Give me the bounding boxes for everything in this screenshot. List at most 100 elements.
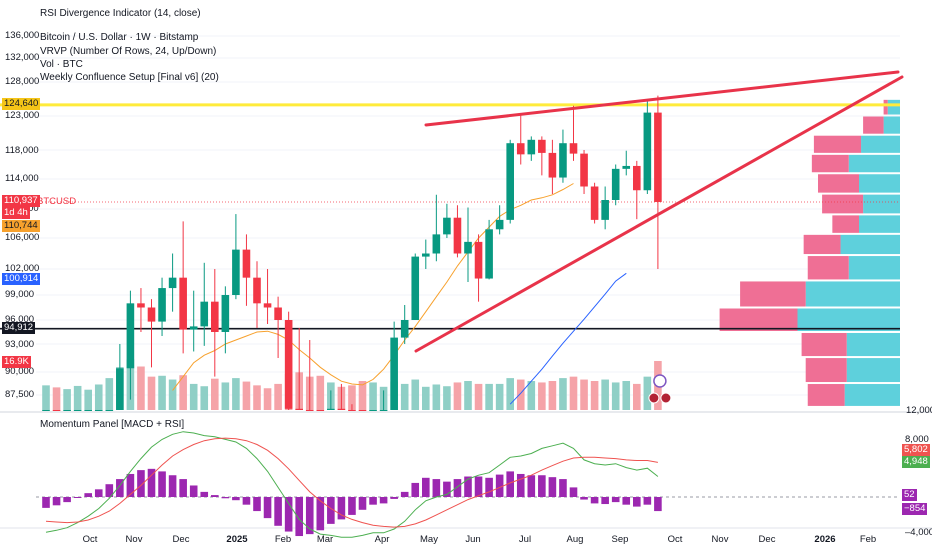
vp-row-down <box>740 281 806 307</box>
volume-bar <box>253 385 261 410</box>
volume-bar <box>221 382 230 410</box>
candle-body <box>126 303 135 369</box>
vp-row-up <box>863 194 900 214</box>
vp-row-down <box>811 154 849 173</box>
macd-histogram-bar <box>52 497 61 506</box>
candle-body <box>137 303 145 308</box>
macd-histogram-bar <box>327 497 335 524</box>
vp-row-down <box>832 215 859 233</box>
confluence-legend[interactable]: Weekly Confluence Setup [Final v6] (20) <box>40 72 219 83</box>
time-label: 2026 <box>814 534 836 545</box>
candle-body <box>485 229 493 279</box>
volume-bar <box>348 385 356 410</box>
volume-bar <box>411 379 420 410</box>
macd-value-tag: 4,948 <box>902 456 930 468</box>
macd-histogram-bar <box>63 497 71 503</box>
ma-value-tag: 110,744 <box>2 220 40 232</box>
candle-body <box>601 200 609 220</box>
macd-histogram-bar <box>453 479 462 497</box>
volume-bar <box>422 386 430 410</box>
extra-value-tag: 52 <box>902 489 917 501</box>
candles[interactable] <box>42 95 662 411</box>
indicator-line-trend <box>509 272 627 405</box>
candle-body <box>73 410 82 411</box>
vp-row-up <box>848 256 900 280</box>
candle-body <box>158 288 166 322</box>
candle-body <box>337 408 346 410</box>
macd-histogram-bar <box>158 471 166 497</box>
candle-body <box>379 410 388 411</box>
wedge-lines[interactable] <box>414 70 904 353</box>
vp-row-down <box>807 384 845 406</box>
macd-histogram-bar <box>432 479 441 497</box>
rsi-indicator-title[interactable]: RSI Divergence Indicator (14, close) <box>40 8 201 19</box>
candle-body <box>464 241 472 254</box>
volume-profile <box>719 99 900 406</box>
volume-bar <box>189 383 198 410</box>
volume-bar <box>622 381 631 410</box>
volume-bar <box>263 388 272 410</box>
macd-histogram-bar <box>474 476 483 497</box>
vp-row-up <box>848 154 900 173</box>
vp-row-down <box>883 99 888 115</box>
macd-histogram-bar <box>316 497 325 531</box>
candle-body <box>168 277 177 289</box>
volume-bar <box>73 385 82 410</box>
volume-bar <box>643 376 652 410</box>
time-label: Mar <box>316 534 334 545</box>
candle-body <box>611 168 620 200</box>
symbol-badge[interactable]: BTCUSD <box>37 196 77 207</box>
candle-body <box>390 337 398 410</box>
volume-bar <box>179 375 187 410</box>
momentum-panel-title[interactable]: Momentum Panel [MACD + RSI] <box>40 419 185 430</box>
symbol-title[interactable]: Bitcoin / U.S. Dollar · 1W · Bitstamp <box>40 32 199 43</box>
candle-body <box>84 410 92 411</box>
volume-bar <box>633 383 641 410</box>
volume-bar <box>200 386 209 410</box>
vrvp-legend[interactable]: VRVP (Number Of Rows, 24, Up/Down) <box>40 46 217 57</box>
macd-histogram-bar <box>443 481 451 497</box>
momentum-line-macd <box>45 431 659 538</box>
volume-bar <box>474 383 483 410</box>
price-tick: 96,000 <box>5 314 35 325</box>
vp-row-up <box>805 281 900 307</box>
candle-body <box>116 368 124 410</box>
volume-legend[interactable]: Vol · BTC <box>40 59 83 70</box>
candle-body <box>284 320 293 409</box>
volume-bar <box>168 379 177 410</box>
time-label: Nov <box>125 534 143 545</box>
macd-histogram-bar <box>126 473 135 497</box>
time-label: Jun <box>465 534 481 545</box>
macd-histogram-bar <box>116 479 124 497</box>
macd-histogram-bar <box>242 497 251 505</box>
volume-bar <box>443 386 451 410</box>
macd-histogram-bar <box>590 497 599 504</box>
volume-bar <box>84 389 92 410</box>
candle-body <box>42 410 50 411</box>
event-icons[interactable] <box>648 374 672 404</box>
macd-histogram-bar <box>527 475 536 497</box>
vp-row-up <box>840 234 900 255</box>
resistance-price-tag: 124,640 <box>2 98 41 110</box>
volume-bars <box>42 359 662 410</box>
macd-histogram-bar <box>94 489 103 497</box>
trend-value-tag: 100,914 <box>2 273 41 285</box>
candle-body <box>495 219 504 230</box>
time-label: Sep <box>611 534 629 545</box>
vp-row-up <box>846 333 900 357</box>
vp-row-up <box>859 215 900 233</box>
volume-bar <box>569 376 578 410</box>
candle-body <box>400 320 409 338</box>
signal-value-tag: 5,802 <box>902 444 930 456</box>
momentum-tick: –4,000 <box>905 527 932 538</box>
volume-bar <box>464 381 472 410</box>
wedge-upper-line <box>424 70 900 127</box>
macd-histogram-bar <box>622 497 631 505</box>
macd-histogram-bar <box>643 497 652 505</box>
volume-bar <box>52 387 61 410</box>
vp-row-down <box>813 135 862 153</box>
candle-body <box>327 408 335 410</box>
candle-body <box>474 241 483 279</box>
momentum-panel <box>36 431 900 538</box>
